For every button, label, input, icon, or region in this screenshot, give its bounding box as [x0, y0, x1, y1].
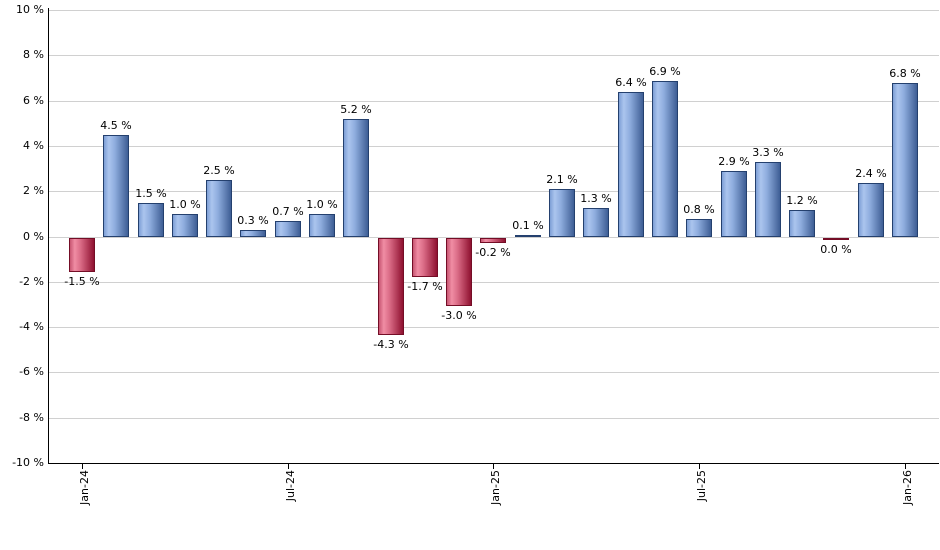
gridline: [48, 418, 939, 419]
bar[interactable]: [378, 238, 404, 335]
bar-value-label: 6.9 %: [649, 65, 681, 78]
bar[interactable]: [652, 81, 678, 237]
gridline: [48, 372, 939, 373]
bar-value-label: -1.7 %: [407, 280, 443, 293]
gridline: [48, 55, 939, 56]
bar[interactable]: [549, 189, 575, 237]
x-axis-tick: [699, 464, 700, 469]
x-axis-tick-label: Jan-26: [901, 470, 914, 505]
bar-value-label: 2.5 %: [203, 164, 235, 177]
y-axis-tick-label: 10 %: [16, 3, 44, 16]
y-axis-line: [48, 8, 49, 464]
bar[interactable]: [309, 214, 335, 237]
bar-value-label: 3.3 %: [752, 146, 784, 159]
y-axis-tick-label: -8 %: [19, 411, 44, 424]
bar[interactable]: [343, 119, 369, 237]
x-axis-tick-label: Jan-25: [489, 470, 502, 505]
bar[interactable]: [823, 238, 849, 240]
bar[interactable]: [172, 214, 198, 237]
bar[interactable]: [206, 180, 232, 237]
gridline: [48, 282, 939, 283]
bar-value-label: -1.5 %: [64, 275, 100, 288]
gridline: [48, 10, 939, 11]
gridline: [48, 237, 939, 238]
y-axis-tick-label: 2 %: [23, 184, 44, 197]
bar-value-label: 1.2 %: [786, 194, 818, 207]
bar[interactable]: [275, 221, 301, 237]
y-axis-tick-label: -2 %: [19, 275, 44, 288]
bar[interactable]: [69, 238, 95, 272]
gridline: [48, 146, 939, 147]
x-axis-tick: [288, 464, 289, 469]
y-axis-tick-label: 4 %: [23, 139, 44, 152]
x-axis-tick: [493, 464, 494, 469]
bar[interactable]: [480, 238, 506, 243]
bar-value-label: 2.4 %: [855, 167, 887, 180]
bar-value-label: 1.5 %: [135, 187, 167, 200]
y-axis-tick-label: -6 %: [19, 365, 44, 378]
bar-value-label: 0.1 %: [512, 219, 544, 232]
bar[interactable]: [789, 210, 815, 237]
y-axis-tick-label: -10 %: [12, 456, 44, 469]
y-axis-tick-label: 0 %: [23, 230, 44, 243]
bar[interactable]: [892, 83, 918, 237]
bar-value-label: 1.0 %: [169, 198, 201, 211]
gridline: [48, 191, 939, 192]
x-axis-tick: [905, 464, 906, 469]
bar[interactable]: [412, 238, 438, 277]
bar-value-label: 6.8 %: [889, 67, 921, 80]
bar-value-label: -3.0 %: [441, 309, 477, 322]
y-axis-tick-label: 6 %: [23, 94, 44, 107]
bar-value-label: -0.2 %: [475, 246, 511, 259]
bar[interactable]: [583, 208, 609, 237]
bar[interactable]: [138, 203, 164, 237]
x-axis-tick-label: Jan-24: [78, 470, 91, 505]
bar-value-label: 4.5 %: [100, 119, 132, 132]
bar[interactable]: [103, 135, 129, 237]
bar[interactable]: [515, 235, 541, 237]
bar[interactable]: [721, 171, 747, 237]
bar-value-label: 2.1 %: [546, 173, 578, 186]
y-axis-tick-label: -4 %: [19, 320, 44, 333]
bar-value-label: 5.2 %: [340, 103, 372, 116]
bar-value-label: -4.3 %: [373, 338, 409, 351]
bar-value-label: 0.8 %: [683, 203, 715, 216]
bar[interactable]: [240, 230, 266, 237]
bar[interactable]: [858, 183, 884, 237]
gridline: [48, 327, 939, 328]
bar-value-label: 2.9 %: [718, 155, 750, 168]
x-axis-tick-label: Jul-24: [284, 470, 297, 502]
y-axis-tick-label: 8 %: [23, 48, 44, 61]
bar-value-label: 0.0 %: [820, 243, 852, 256]
bar-value-label: 1.3 %: [580, 192, 612, 205]
bar[interactable]: [755, 162, 781, 237]
x-axis-line: [48, 463, 939, 464]
bar-value-label: 1.0 %: [306, 198, 338, 211]
x-axis-tick-label: Jul-25: [695, 470, 708, 502]
bar-value-label: 6.4 %: [615, 76, 647, 89]
gridline: [48, 101, 939, 102]
bar[interactable]: [446, 238, 472, 306]
bar[interactable]: [686, 219, 712, 237]
bar-value-label: 0.3 %: [237, 214, 269, 227]
bar[interactable]: [618, 92, 644, 237]
bar-value-label: 0.7 %: [272, 205, 304, 218]
x-axis-tick: [82, 464, 83, 469]
